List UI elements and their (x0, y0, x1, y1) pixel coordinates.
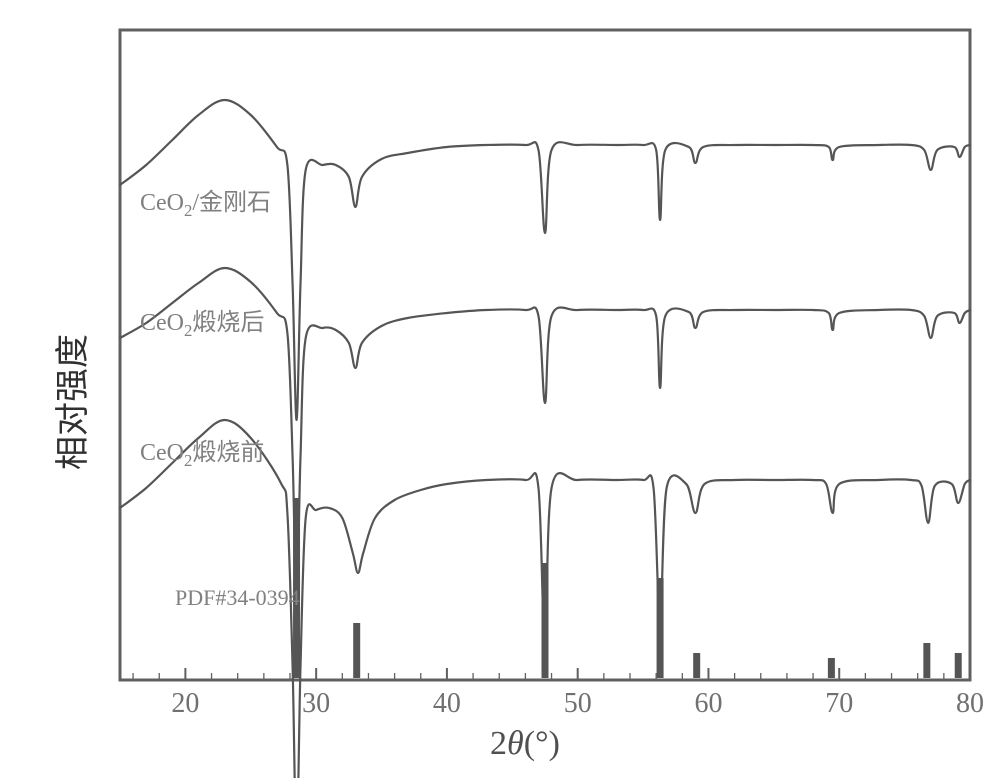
xrd-chart: 相对强度 2θ(°) CeO2/金刚石 CeO2煅烧后 CeO2煅烧前 20 30 40… (0, 0, 1000, 778)
x-tick-80: 80 (945, 688, 995, 720)
x-tick-70: 70 (814, 688, 864, 720)
y-axis-label: 相对强度 (45, 334, 94, 470)
label-ceo2-after-calcination: CeO2煅烧后 (140, 302, 264, 341)
label-ceo2-diamond: CeO2/金刚石 (140, 182, 271, 221)
x-tick-30: 30 (291, 688, 341, 720)
series-ceo2-diamond (120, 100, 970, 420)
x-tick-20: 20 (160, 688, 210, 720)
x-tick-50: 50 (553, 688, 603, 720)
plot-svg (0, 0, 1000, 778)
x-tick-40: 40 (422, 688, 472, 720)
reference-label: PDF#34-0394 (175, 585, 300, 611)
x-axis-label: 2θ(°) (490, 725, 560, 763)
label-ceo2-before-calcination: CeO2煅烧前 (140, 432, 264, 471)
x-tick-60: 60 (683, 688, 733, 720)
